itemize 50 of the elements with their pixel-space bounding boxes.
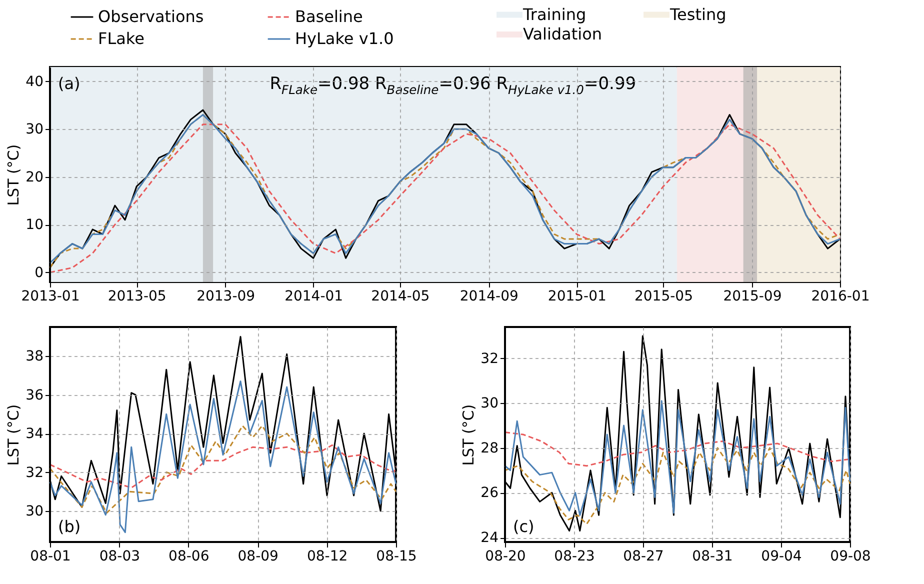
y-tick-label: 10 <box>26 217 44 234</box>
x-tick-label: 2013-01 <box>21 288 80 304</box>
y-tick-label: 28 <box>480 440 498 456</box>
legend-label: Testing <box>669 4 726 24</box>
annotation: (c) <box>513 517 534 536</box>
x-tick-label: 08-01 <box>30 548 71 564</box>
x-tick-label: 08-15 <box>376 548 417 564</box>
x-tick-label: 2015-09 <box>723 288 782 304</box>
x-tick-label: 08-12 <box>306 548 348 564</box>
x-tick-label: 08-20 <box>485 548 526 564</box>
y-tick-label: 0 <box>34 264 44 281</box>
y-tick-label: 30 <box>480 396 498 412</box>
x-tick-label: 2015-05 <box>634 288 693 304</box>
y-axis-title: LST (°C) <box>460 404 478 466</box>
x-tick-label: 2014-01 <box>284 288 344 304</box>
y-tick-label: 24 <box>480 530 499 546</box>
legend-label: Validation <box>523 24 602 44</box>
y-tick-label: 32 <box>480 350 498 367</box>
legend-label: Baseline <box>295 7 363 26</box>
x-tick-label: 2014-09 <box>460 288 518 304</box>
y-tick-label: 32 <box>26 464 44 481</box>
x-tick-label: 08-31 <box>692 548 733 564</box>
x-tick-label: 09-04 <box>761 548 802 564</box>
annotation: (a) <box>58 74 80 93</box>
x-tick-label: 2013-05 <box>108 288 166 304</box>
x-tick-label: 2014-05 <box>371 288 430 304</box>
annotation: (b) <box>58 517 81 536</box>
x-tick-label: 08-27 <box>623 548 664 564</box>
legend-label: HyLake v1.0 <box>295 29 394 48</box>
y-tick-label: 40 <box>26 74 44 90</box>
x-tick-label: 08-06 <box>168 548 210 564</box>
y-tick-label: 38 <box>26 348 44 365</box>
y-tick-label: 20 <box>26 169 44 186</box>
y-tick-label: 36 <box>26 387 44 404</box>
y-tick-label: 30 <box>26 122 44 138</box>
y-tick-label: 30 <box>26 504 44 520</box>
x-tick-label: 2013-09 <box>196 288 256 304</box>
y-axis-title: LST (°C) <box>4 404 23 466</box>
y-axis-title: LST (°C) <box>4 144 23 206</box>
legend-label: Observations <box>98 7 204 26</box>
x-tick-label: 08-09 <box>238 548 278 564</box>
y-tick-label: 34 <box>26 426 44 442</box>
y-tick-label: 26 <box>480 485 499 502</box>
legend-label: FLake <box>98 29 144 48</box>
x-tick-label: 2016-01 <box>811 288 870 304</box>
x-tick-label: 08-03 <box>99 548 140 564</box>
x-tick-label: 2015-01 <box>548 288 606 304</box>
legend-label: Training <box>522 4 586 24</box>
x-tick-label: 09-08 <box>830 548 871 564</box>
x-tick-label: 08-23 <box>554 548 595 564</box>
